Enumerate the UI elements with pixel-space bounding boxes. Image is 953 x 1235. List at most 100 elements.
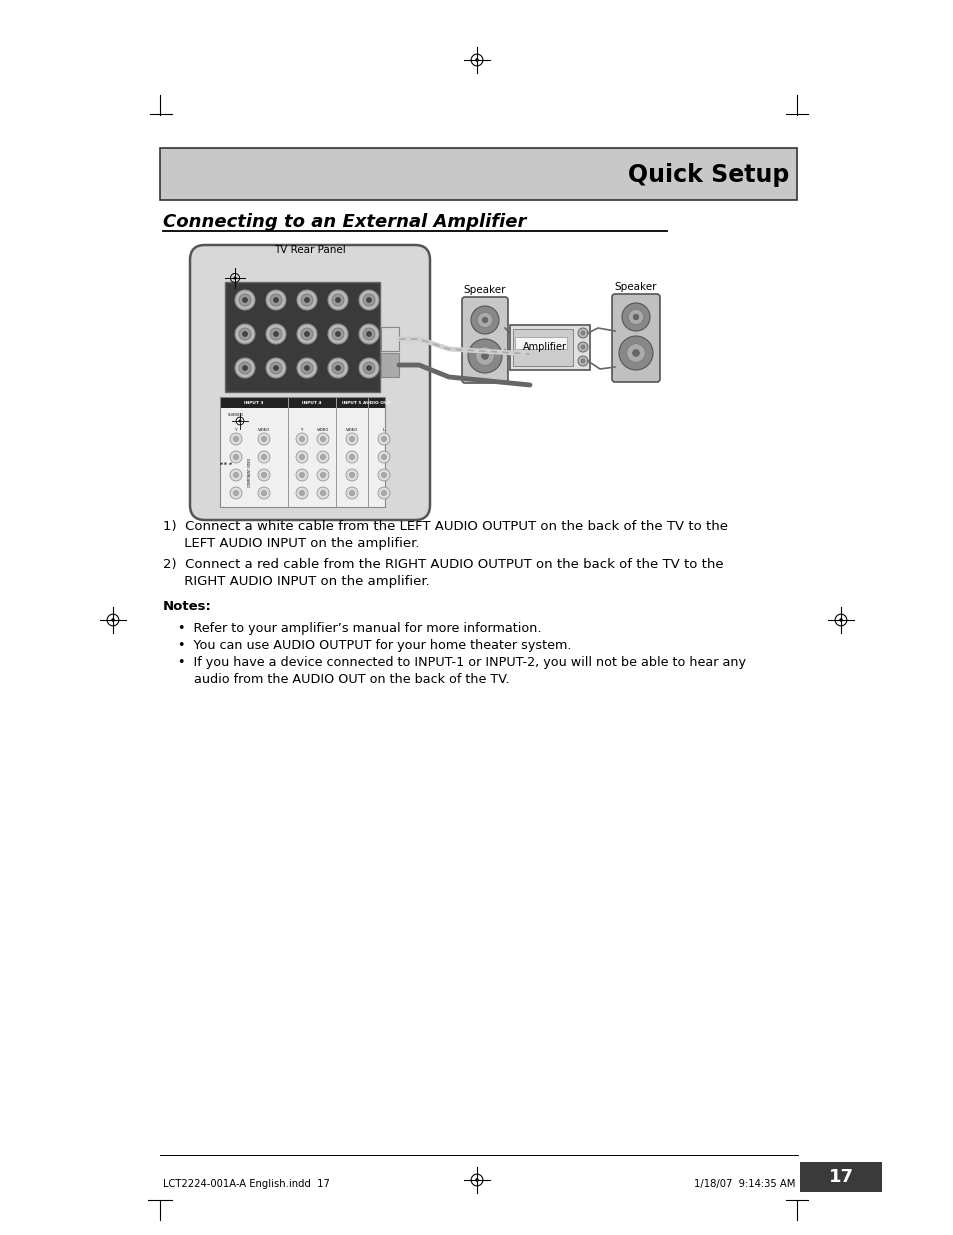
Circle shape bbox=[304, 298, 309, 303]
Text: Pb
PR
Pb: Pb PR Pb bbox=[220, 461, 233, 464]
Circle shape bbox=[358, 358, 378, 378]
Circle shape bbox=[320, 454, 325, 459]
Circle shape bbox=[112, 619, 114, 621]
Text: Y: Y bbox=[234, 429, 237, 432]
Circle shape bbox=[366, 331, 371, 336]
Text: 17: 17 bbox=[827, 1168, 853, 1186]
Circle shape bbox=[476, 347, 494, 366]
Circle shape bbox=[234, 290, 254, 310]
Bar bbox=[289, 398, 335, 408]
Text: Amplifier: Amplifier bbox=[522, 342, 566, 352]
Circle shape bbox=[257, 487, 270, 499]
Text: LCT2224-001A-A English.indd  17: LCT2224-001A-A English.indd 17 bbox=[163, 1179, 330, 1189]
Circle shape bbox=[230, 451, 242, 463]
Circle shape bbox=[299, 473, 304, 478]
Circle shape bbox=[578, 342, 587, 352]
Circle shape bbox=[335, 298, 340, 303]
Circle shape bbox=[270, 329, 282, 340]
Circle shape bbox=[468, 338, 501, 373]
Circle shape bbox=[299, 436, 304, 441]
Circle shape bbox=[358, 324, 378, 345]
Bar bbox=[220, 396, 385, 508]
Circle shape bbox=[239, 294, 251, 306]
Circle shape bbox=[580, 331, 584, 335]
Circle shape bbox=[230, 487, 242, 499]
Circle shape bbox=[633, 314, 639, 320]
Circle shape bbox=[239, 329, 251, 340]
Circle shape bbox=[349, 436, 355, 441]
Bar bbox=[515, 337, 566, 350]
Bar bbox=[221, 398, 288, 408]
Circle shape bbox=[295, 469, 308, 480]
Circle shape bbox=[349, 454, 355, 459]
Text: 1)  Connect a white cable from the LEFT AUDIO OUTPUT on the back of the TV to th: 1) Connect a white cable from the LEFT A… bbox=[163, 520, 727, 534]
Circle shape bbox=[299, 454, 304, 459]
Circle shape bbox=[381, 436, 386, 441]
Text: Speaker: Speaker bbox=[614, 282, 657, 291]
Circle shape bbox=[346, 433, 357, 445]
Circle shape bbox=[363, 362, 375, 374]
Circle shape bbox=[301, 294, 313, 306]
Circle shape bbox=[377, 451, 390, 463]
Circle shape bbox=[471, 306, 498, 333]
Circle shape bbox=[234, 358, 254, 378]
Circle shape bbox=[295, 433, 308, 445]
FancyBboxPatch shape bbox=[612, 294, 659, 382]
Circle shape bbox=[580, 359, 584, 363]
Circle shape bbox=[381, 454, 386, 459]
Circle shape bbox=[233, 436, 238, 441]
Text: RIGHT AUDIO INPUT on the amplifier.: RIGHT AUDIO INPUT on the amplifier. bbox=[163, 576, 429, 588]
Circle shape bbox=[381, 473, 386, 478]
Circle shape bbox=[476, 1179, 477, 1181]
Text: COMPONENT VIDEO: COMPONENT VIDEO bbox=[248, 457, 252, 487]
Circle shape bbox=[266, 290, 286, 310]
Text: Notes:: Notes: bbox=[163, 600, 212, 613]
Circle shape bbox=[366, 298, 371, 303]
Circle shape bbox=[295, 487, 308, 499]
Circle shape bbox=[242, 331, 247, 336]
Bar bbox=[225, 282, 379, 391]
Circle shape bbox=[481, 317, 487, 322]
Circle shape bbox=[274, 331, 278, 336]
Circle shape bbox=[377, 469, 390, 480]
Text: L: L bbox=[382, 429, 385, 432]
Circle shape bbox=[626, 343, 644, 362]
Circle shape bbox=[239, 420, 240, 421]
Circle shape bbox=[233, 277, 235, 279]
Circle shape bbox=[230, 433, 242, 445]
Text: TV Rear Panel: TV Rear Panel bbox=[274, 245, 346, 254]
Circle shape bbox=[296, 324, 316, 345]
Circle shape bbox=[580, 345, 584, 350]
Bar bbox=[513, 329, 573, 366]
Circle shape bbox=[349, 490, 355, 495]
Circle shape bbox=[346, 451, 357, 463]
Circle shape bbox=[274, 366, 278, 370]
Circle shape bbox=[230, 469, 242, 480]
Circle shape bbox=[578, 329, 587, 338]
Circle shape bbox=[316, 469, 329, 480]
Circle shape bbox=[621, 303, 649, 331]
Text: 1/18/07  9:14:35 AM: 1/18/07 9:14:35 AM bbox=[693, 1179, 794, 1189]
Circle shape bbox=[628, 309, 643, 325]
Text: Connecting to an External Amplifier: Connecting to an External Amplifier bbox=[163, 212, 526, 231]
Circle shape bbox=[328, 324, 348, 345]
Circle shape bbox=[332, 329, 344, 340]
Circle shape bbox=[242, 366, 247, 370]
Circle shape bbox=[377, 487, 390, 499]
Circle shape bbox=[234, 324, 254, 345]
Circle shape bbox=[316, 433, 329, 445]
Circle shape bbox=[316, 487, 329, 499]
Text: VIDEO: VIDEO bbox=[345, 429, 357, 432]
Text: •  You can use AUDIO OUTPUT for your home theater system.: • You can use AUDIO OUTPUT for your home… bbox=[178, 638, 571, 652]
Bar bbox=[380, 327, 398, 351]
Circle shape bbox=[261, 454, 266, 459]
Circle shape bbox=[346, 487, 357, 499]
Circle shape bbox=[304, 331, 309, 336]
Text: INPUT 4: INPUT 4 bbox=[302, 401, 321, 405]
Circle shape bbox=[381, 490, 386, 495]
Circle shape bbox=[266, 358, 286, 378]
Text: Quick Setup: Quick Setup bbox=[627, 163, 788, 186]
Circle shape bbox=[839, 619, 841, 621]
Circle shape bbox=[618, 336, 652, 370]
Circle shape bbox=[266, 324, 286, 345]
